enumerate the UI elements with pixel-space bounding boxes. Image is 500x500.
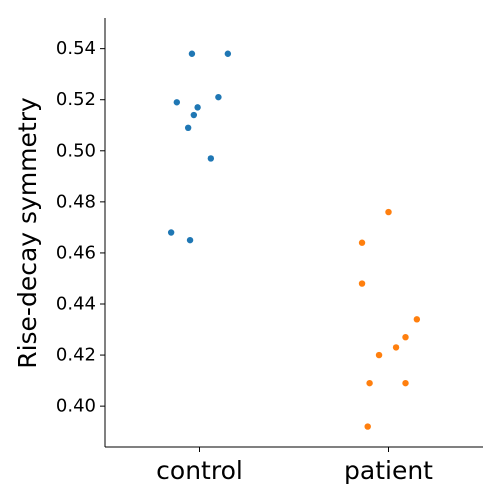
- data-point-patient: [385, 208, 392, 216]
- data-point-control: [167, 229, 175, 236]
- y-tick-label: 0.50: [56, 140, 96, 161]
- data-point-patient: [402, 333, 409, 341]
- data-point-control: [188, 50, 196, 57]
- y-tick-label: 0.42: [56, 345, 96, 366]
- y-tick-label: 0.48: [56, 191, 96, 212]
- data-point-patient: [366, 379, 373, 387]
- data-point-control: [207, 155, 215, 162]
- data-point-control: [186, 236, 194, 244]
- y-tick-label: 0.52: [56, 89, 96, 110]
- data-point-control: [215, 93, 222, 101]
- data-point-patient: [413, 316, 421, 323]
- data-point-patient: [392, 344, 400, 351]
- data-point-control: [194, 104, 201, 111]
- y-tick-label: 0.46: [56, 242, 96, 263]
- x-tick-label-control: control: [156, 456, 243, 485]
- data-point-patient: [358, 280, 366, 287]
- data-point-control: [173, 99, 181, 106]
- x-axis-ticks: control patient: [156, 447, 433, 485]
- y-axis-ticks: 0.40 0.42 0.44 0.46 0.48 0.50 0.52 0.54: [56, 38, 105, 417]
- data-point-control: [184, 124, 192, 132]
- data-points: [167, 50, 421, 430]
- data-point-patient: [402, 379, 409, 387]
- data-point-control: [190, 111, 198, 119]
- y-axis-title: Rise-decay symmetry: [13, 97, 42, 369]
- data-point-patient: [358, 239, 366, 246]
- y-tick-label: 0.54: [56, 38, 96, 59]
- data-point-patient: [364, 423, 371, 430]
- x-tick-label-patient: patient: [344, 456, 433, 485]
- data-point-control: [224, 50, 232, 57]
- y-tick-label: 0.40: [56, 396, 96, 417]
- y-tick-label: 0.44: [56, 294, 96, 315]
- data-point-patient: [375, 351, 383, 359]
